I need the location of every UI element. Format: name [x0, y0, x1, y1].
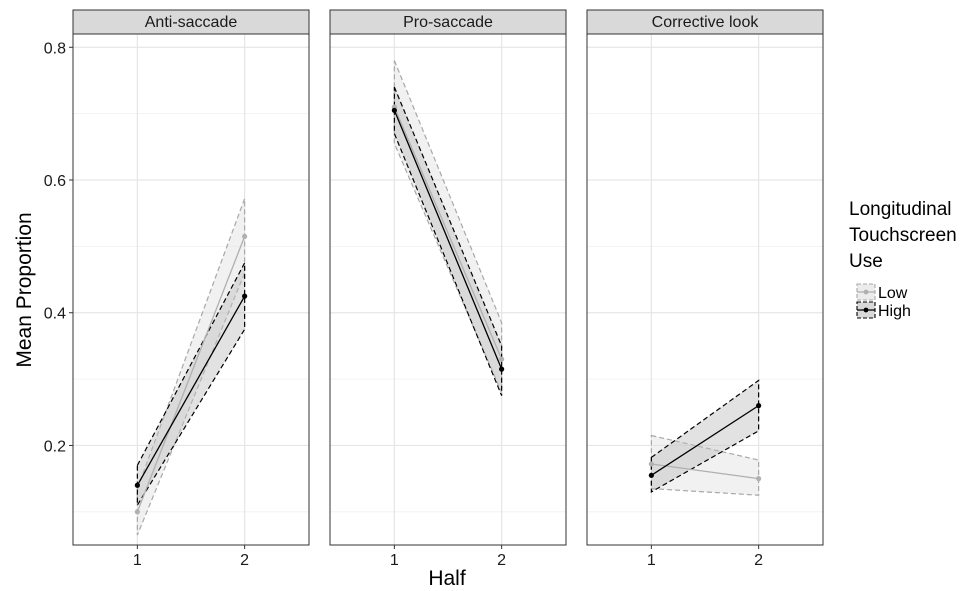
facet-strip-label: Corrective look — [652, 14, 760, 31]
data-point-low — [242, 233, 248, 240]
panel-pro-saccade: Pro-saccade — [329, 9, 567, 546]
data-point-low — [499, 356, 505, 362]
series-line-high — [393, 110, 503, 370]
data-point-low — [134, 509, 140, 515]
series-line-high — [136, 295, 246, 486]
x-tick-label: 2 — [240, 552, 249, 569]
facet-strip — [72, 9, 310, 35]
panel-corrective-look: Corrective look — [586, 9, 824, 546]
ribbon-low — [650, 434, 760, 496]
panel-anti-saccade: Anti-saccade — [72, 9, 310, 546]
legend-point-swatch — [863, 289, 869, 295]
y-axis: 0.2 0.4 0.6 0.8 — [44, 40, 73, 455]
data-point-high — [391, 107, 397, 113]
panel-border — [586, 33, 824, 546]
legend-title-line: Longitudinal — [849, 199, 951, 220]
ribbon-low — [393, 60, 503, 393]
series-line-low — [136, 236, 246, 513]
legend-label-low: Low — [878, 285, 908, 302]
data-point-high — [756, 403, 762, 409]
series-line-high — [651, 405, 759, 476]
data-point-low — [756, 476, 762, 482]
panel-background — [587, 34, 823, 545]
x-axis-title: Half — [428, 567, 466, 590]
data-point-high — [648, 472, 654, 478]
y-tick-label: 0.8 — [44, 40, 66, 57]
y-tick-label: 0.4 — [44, 306, 66, 323]
facet-panels: Anti-saccade Pro-saccade Corrective look — [72, 9, 824, 546]
legend-key-low — [856, 283, 876, 301]
data-point-high — [242, 293, 248, 299]
panel-background — [73, 34, 309, 545]
ribbon-low — [136, 198, 246, 536]
panel-border — [72, 33, 310, 546]
data-point-low — [648, 461, 654, 467]
facet-strip-label: Anti-saccade — [145, 14, 238, 31]
x-axes: 1 2 1 2 1 2 — [133, 545, 763, 569]
legend-title-line: Use — [849, 251, 883, 272]
legend-label-high: High — [878, 303, 911, 320]
series-line-low — [651, 463, 759, 480]
facet-strip-label: Pro-saccade — [403, 14, 493, 31]
legend-key-high — [856, 301, 876, 319]
panel-border — [329, 33, 567, 546]
y-tick-label: 0.6 — [44, 173, 66, 190]
series-line-low — [393, 106, 503, 360]
x-tick-label: 1 — [647, 552, 656, 569]
x-tick-label: 1 — [133, 552, 142, 569]
y-tick-label: 0.2 — [44, 438, 66, 455]
panel-background — [330, 34, 566, 545]
x-tick-label: 2 — [754, 552, 763, 569]
data-point-high — [499, 366, 505, 372]
legend-title-line: Touchscreen — [849, 225, 957, 246]
x-tick-label: 2 — [497, 552, 506, 569]
facet-strip — [586, 9, 824, 35]
legend-point-swatch — [863, 307, 869, 313]
ribbon-high — [650, 379, 760, 493]
data-point-high — [134, 482, 140, 488]
y-axis-title: Mean Proportion — [13, 212, 36, 367]
x-tick-label: 1 — [390, 552, 399, 569]
